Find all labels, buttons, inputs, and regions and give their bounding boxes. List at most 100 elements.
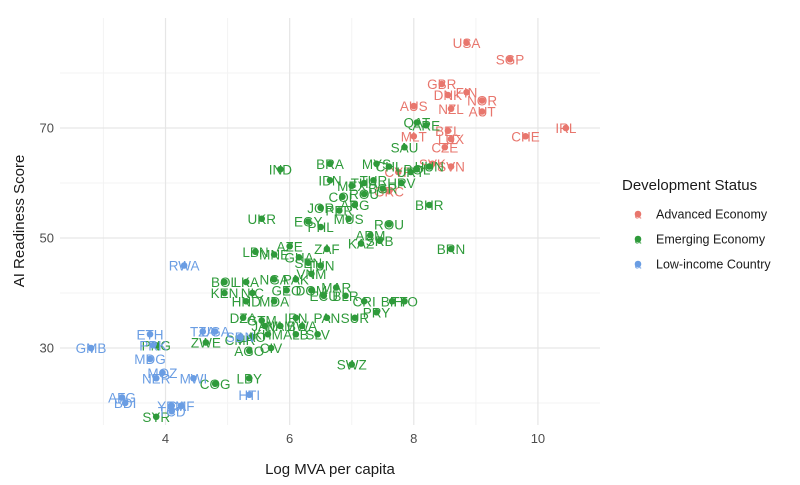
data-point-label: YEM: [157, 399, 186, 414]
data-point-label: PAN: [314, 311, 341, 326]
data-point-label: LUX: [438, 132, 464, 147]
data-point-label: PER: [325, 204, 353, 219]
data-point-label: PAK: [283, 272, 309, 287]
data-point-marker: [146, 330, 154, 338]
data-point-label: CZE: [431, 140, 458, 155]
data-point-marker: [308, 286, 315, 294]
data-point-label: NAM: [265, 319, 295, 334]
data-point-marker: [211, 328, 219, 335]
data-point-label: BOL: [211, 275, 239, 290]
data-point-marker: [249, 289, 256, 297]
data-point-marker: [261, 322, 269, 330]
data-point-marker: [478, 108, 486, 115]
data-point-label: LBN: [242, 245, 268, 260]
data-point-label: DNK: [434, 88, 463, 103]
data-point-marker: [463, 39, 470, 47]
data-point-marker: [463, 88, 470, 96]
data-point-marker: [360, 190, 368, 198]
data-point-label: UKR: [247, 212, 276, 227]
legend-key-glyph: a: [635, 208, 642, 222]
data-point-label: GBR: [427, 77, 457, 92]
data-point-label: VNM: [296, 267, 326, 282]
data-point-marker: [413, 119, 421, 126]
data-point-label: SRB: [366, 234, 394, 249]
data-point-label: SWZ: [337, 358, 367, 373]
data-point-marker: [221, 289, 228, 297]
y-tick-label: 30: [40, 341, 54, 356]
legend-entry-label: Advanced Economy: [656, 208, 768, 222]
data-point-marker: [292, 275, 300, 283]
data-point-label: IRL: [555, 121, 577, 136]
data-point-label: FIN: [456, 85, 478, 100]
data-point-label: HND: [232, 294, 261, 309]
data-point-marker: [242, 278, 250, 286]
data-point-label: SEN: [294, 256, 322, 271]
data-point-marker: [258, 215, 266, 223]
data-point-label: LKA: [233, 275, 259, 290]
data-point-marker: [177, 402, 185, 410]
grid-minor: [60, 18, 600, 425]
data-point-marker: [118, 394, 126, 401]
data-point-label: TUN: [307, 259, 335, 274]
data-point-marker: [444, 91, 452, 99]
data-point-label: ZWE: [191, 336, 221, 351]
data-point-marker: [304, 218, 312, 225]
data-point-label: NER: [142, 371, 171, 386]
data-point-label: PRY: [363, 305, 391, 320]
grid-major: [60, 18, 600, 425]
data-point-marker: [478, 97, 486, 104]
data-point-marker: [376, 237, 383, 245]
data-point-marker: [202, 339, 210, 346]
data-point-marker: [199, 328, 207, 335]
data-point-marker: [357, 240, 365, 247]
data-point-marker: [270, 297, 278, 305]
data-point-marker: [339, 193, 346, 201]
data-point-marker: [323, 314, 331, 322]
data-point-marker: [277, 322, 284, 330]
data-point-label: KAZ: [348, 237, 374, 252]
data-point-marker: [345, 215, 352, 223]
data-point-label: CAF: [168, 399, 195, 414]
data-point-marker: [323, 245, 331, 253]
data-point-label: BHR: [415, 198, 444, 213]
data-point-marker: [410, 102, 418, 110]
data-point-marker: [336, 207, 343, 214]
data-point-label: ECU: [310, 289, 339, 304]
data-point-label: TTO: [391, 294, 418, 309]
data-point-marker: [360, 179, 368, 187]
data-point-label: ETH: [137, 327, 164, 342]
legend-entry-label: Emerging Economy: [656, 233, 766, 247]
x-axis-ticks: 4 6 8 10: [162, 431, 545, 446]
legend: Development Status a Advanced Economy a Eme…: [622, 177, 771, 272]
data-point-label: NOR: [467, 94, 497, 109]
data-point-label: CHL: [375, 160, 402, 175]
data-point-label: SVK: [419, 157, 446, 172]
data-point-label: CHE: [511, 129, 540, 144]
data-point-marker: [267, 344, 275, 352]
data-point-marker: [426, 163, 433, 170]
data-point-label: BEL: [435, 124, 461, 139]
data-point-marker: [506, 55, 514, 63]
data-point-marker: [221, 278, 228, 286]
data-point-label: IRN: [284, 311, 307, 326]
data-point-marker: [348, 361, 356, 368]
data-point-label: MDA: [259, 294, 289, 309]
data-point-label: DOM: [296, 283, 328, 298]
data-point-marker: [410, 132, 418, 140]
data-point-label: ARG: [340, 198, 369, 213]
data-point-marker: [258, 317, 266, 324]
data-point-marker: [447, 245, 455, 253]
data-point-marker: [388, 297, 396, 305]
data-point-label: BGR: [368, 182, 398, 197]
data-point-marker: [87, 344, 95, 352]
legend-title: Development Status: [622, 177, 757, 194]
data-point-label: BIH: [381, 294, 404, 309]
data-point-label: MUS: [334, 212, 364, 227]
data-point-marker: [401, 143, 408, 151]
data-point-label: AUT: [469, 105, 496, 120]
data-point-label: COG: [200, 377, 231, 392]
data-point-marker: [295, 253, 303, 261]
data-point-marker: [444, 127, 452, 135]
